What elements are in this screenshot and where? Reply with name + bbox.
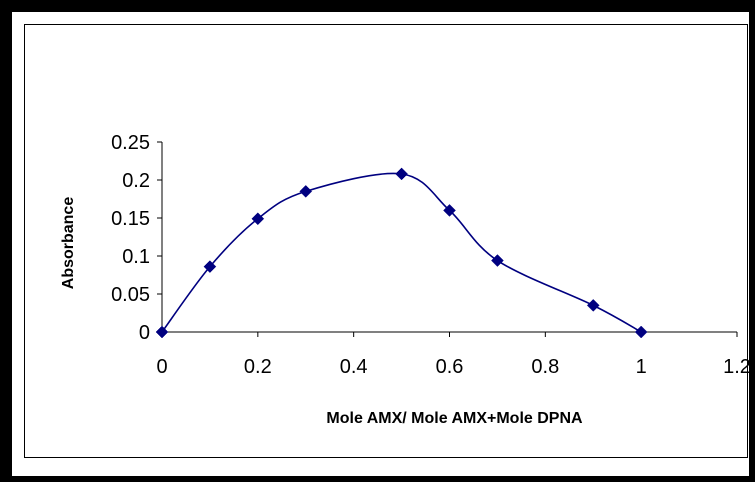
y-tick-labels: 0 0.05 0.1 0.15 0.2 0.25 [111,132,150,344]
data-point-marker [491,254,504,267]
axes [161,142,737,333]
data-markers [155,167,648,339]
x-tick-label: 1 [636,356,647,378]
y-tick-label: 0 [139,322,150,344]
x-tick-label: 0.8 [531,356,559,378]
y-tick-label: 0.1 [122,246,150,268]
series-line [161,172,642,333]
data-point-marker [251,212,265,226]
x-tick-label: 0 [156,356,167,378]
y-tick-label: 0.05 [111,284,150,306]
tick-marks [157,141,738,337]
data-point-marker [203,260,217,273]
y-tick-label: 0.25 [111,132,150,154]
x-tick-label: 0.4 [340,356,368,378]
data-point-marker [634,325,648,339]
data-point-marker [586,299,600,312]
x-axis-title: Mole AMX/ Mole AMX+Mole DPNA [326,410,583,427]
y-tick-label: 0.2 [122,170,150,192]
data-point-marker [443,204,456,217]
x-tick-label: 1.2 [723,356,751,378]
data-point-marker [395,167,408,181]
x-tick-labels: 0 0.2 0.4 0.6 0.8 1 1.2 [156,356,750,378]
chart-area [24,24,748,458]
data-point-marker [299,185,313,198]
x-tick-label: 0.6 [436,356,464,378]
y-axis-title: Absorbance [60,197,77,290]
data-point-marker [155,325,169,339]
y-tick-label: 0.15 [111,208,150,230]
x-tick-label: 0.2 [244,356,272,378]
